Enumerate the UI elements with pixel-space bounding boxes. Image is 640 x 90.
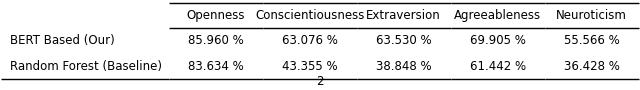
Text: 2: 2: [316, 75, 324, 88]
